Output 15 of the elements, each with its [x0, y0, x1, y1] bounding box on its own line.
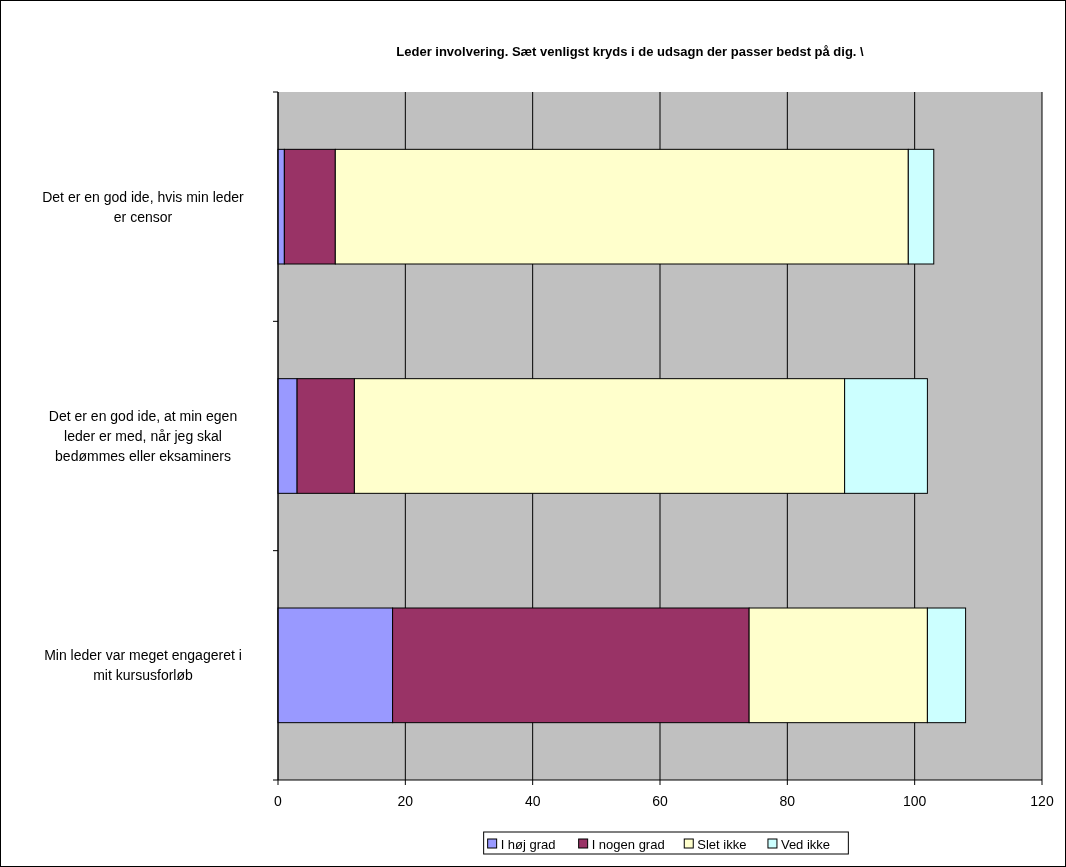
x-tick-label: 60 [652, 793, 668, 809]
x-tick-label: 80 [779, 793, 796, 809]
x-tick-label: 40 [524, 793, 541, 809]
x-tick-label: 20 [397, 793, 414, 809]
legend-label: I høj grad [500, 837, 556, 852]
y-tick-label: Det er en god ide, hvis min leder er censor [42, 188, 245, 225]
x-tick-label: 0 [274, 793, 283, 809]
chart-title: Leder involvering. Sæt venligst kryds i de udsagn der passer bedst på dig. \ [396, 44, 865, 59]
y-tick-label: Min leder var meget engageret i mit kursusforløb [44, 647, 242, 684]
y-tick-label: Det er en god ide, at min egen leder er med, når jeg skal bedømmes eller eksaminers [48, 408, 238, 464]
legend-label: Ved ikke [780, 837, 831, 852]
x-tick-label: 100 [902, 793, 927, 809]
legend-label: I nogen grad [591, 837, 665, 852]
x-tick-label: 120 [1030, 793, 1054, 809]
legend-label: Slet ikke [697, 837, 747, 852]
